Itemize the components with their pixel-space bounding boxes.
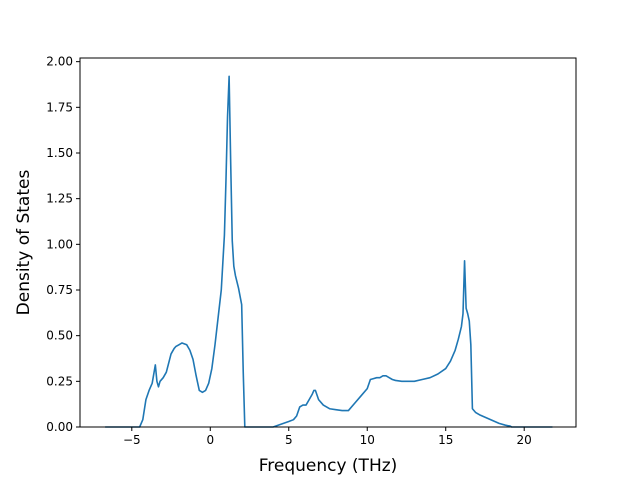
y-axis-label: Density of States <box>14 170 34 316</box>
axes-frame <box>79 57 577 428</box>
x-tick-label: −5 <box>123 433 141 447</box>
x-tick-label: 5 <box>285 433 293 447</box>
x-tick-label: 0 <box>206 433 214 447</box>
y-tick-label: 1.25 <box>46 192 73 206</box>
x-tick-label: 10 <box>360 433 375 447</box>
y-tick-label: 0.75 <box>46 283 73 297</box>
plot-area <box>80 58 576 427</box>
y-tick-label: 0.50 <box>46 329 73 343</box>
x-tick-label: 15 <box>438 433 453 447</box>
y-tick-label: 1.75 <box>46 100 73 114</box>
x-ticks: −5 0 5 10 15 20 <box>123 427 532 447</box>
y-tick-label: 1.50 <box>46 146 73 160</box>
y-tick-label: 2.00 <box>46 55 73 69</box>
series-layer <box>105 75 553 428</box>
x-tick-label: 20 <box>517 433 532 447</box>
y-ticks: 0.00 0.25 0.50 0.75 1.00 1.25 1.50 1.75 2.00 <box>46 55 80 434</box>
y-tick-label: 0.25 <box>46 374 73 388</box>
series-line-0 <box>105 75 553 428</box>
y-tick-label: 1.00 <box>46 237 73 251</box>
x-axis-label: Frequency (THz) <box>259 456 398 476</box>
y-tick-label: 0.00 <box>46 420 73 434</box>
